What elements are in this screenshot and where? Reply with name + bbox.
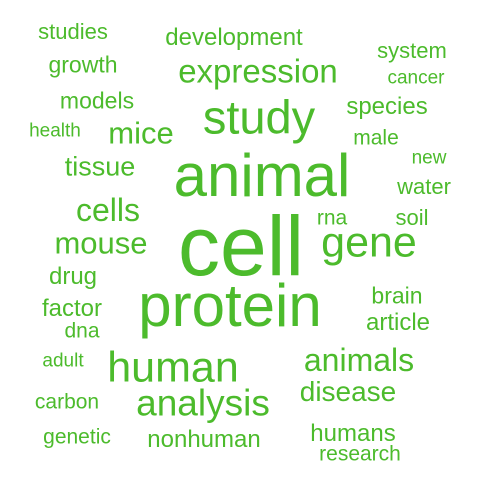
word-humans: humans [310, 420, 396, 447]
word-genetic: genetic [43, 425, 111, 449]
word-models: models [59, 87, 135, 114]
word-factor: factor [41, 295, 103, 322]
word-health: health [29, 120, 81, 142]
word-protein: protein [138, 272, 322, 339]
word-tissue: tissue [64, 151, 136, 182]
word-adult: adult [42, 350, 84, 372]
word-study: study [202, 90, 316, 144]
word-mouse: mouse [54, 225, 148, 261]
word-cancer: cancer [387, 67, 445, 89]
word-water: water [397, 174, 451, 199]
word-soil: soil [395, 205, 429, 230]
word-nonhuman: nonhuman [147, 426, 261, 453]
word-article: article [365, 309, 431, 336]
word-dna: dna [64, 319, 100, 343]
word-gene: gene [321, 218, 417, 267]
word-analysis: analysis [136, 382, 270, 424]
word-development: development [165, 24, 303, 51]
word-carbon: carbon [34, 390, 100, 414]
word-human: human [107, 343, 239, 392]
word-cell: cell [177, 199, 305, 293]
word-species: species [346, 93, 428, 120]
word-drug: drug [48, 263, 98, 290]
word-animals: animals [303, 342, 415, 378]
word-growth: growth [48, 51, 118, 78]
word-studies: studies [38, 19, 108, 44]
word-system: system [377, 38, 447, 63]
word-brain: brain [371, 282, 423, 309]
word-new: new [411, 147, 447, 169]
word-expression: expression [178, 52, 338, 90]
word-cells: cells [75, 192, 141, 228]
word-disease: disease [299, 376, 397, 407]
word-animal: animal [173, 142, 351, 209]
word-mice: mice [108, 115, 174, 151]
word-research: research [319, 442, 401, 466]
word-male: male [353, 126, 399, 150]
word-rna: rna [316, 206, 348, 230]
